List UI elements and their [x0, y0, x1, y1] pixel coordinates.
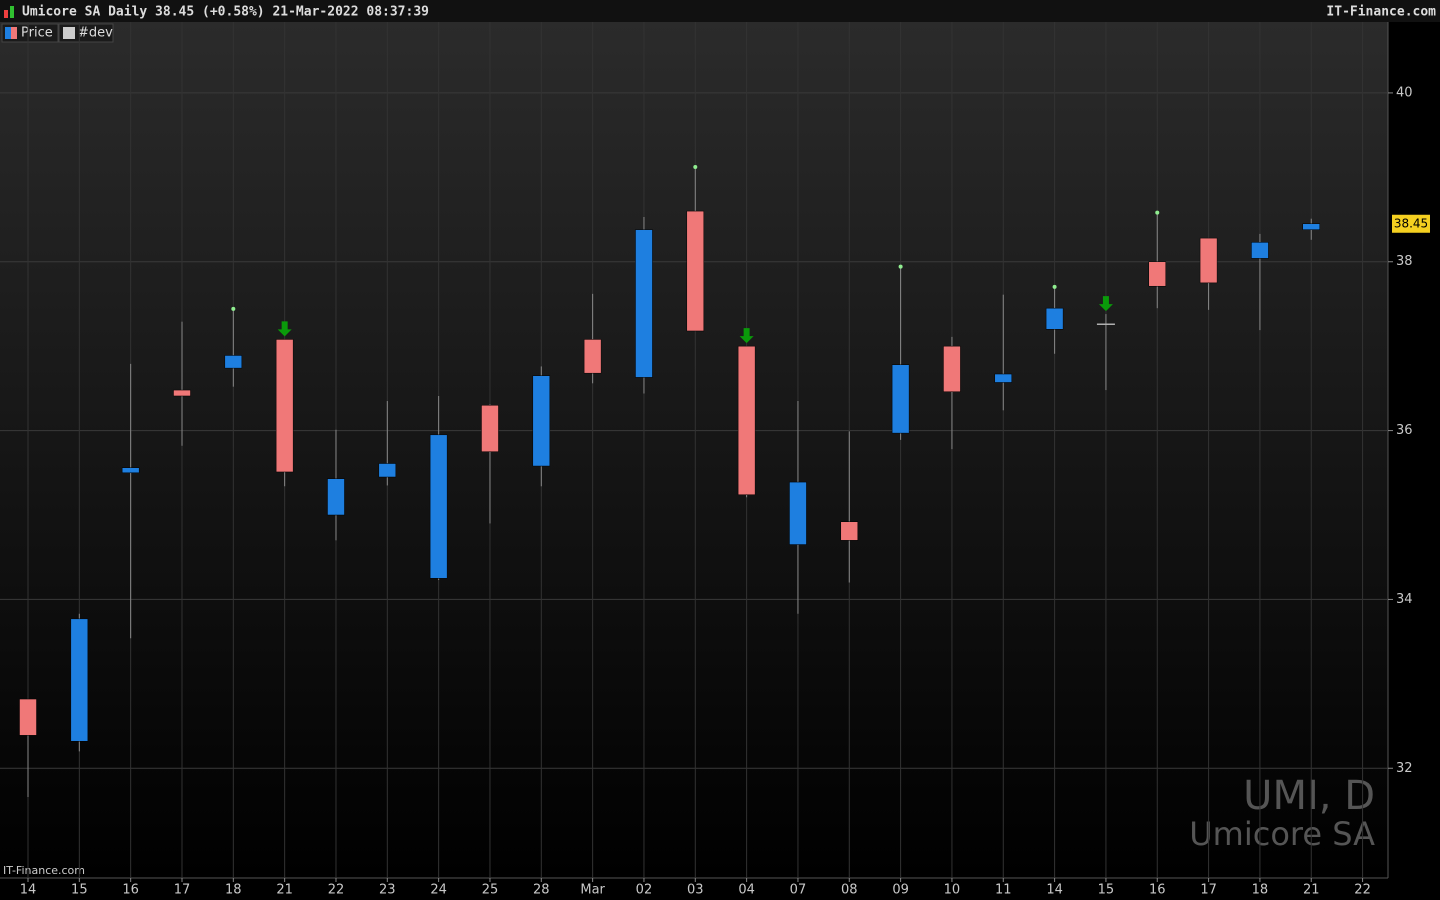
dev-arrow [1098, 296, 1113, 312]
legend-label: #dev [78, 26, 113, 41]
x-tick-label: 21 [1303, 883, 1320, 898]
footer: IT-Finance.com [3, 864, 85, 877]
price-tag-label: 38.45 [1394, 216, 1428, 230]
watermark-name: Umicore SA [1189, 815, 1375, 853]
x-tick-label: 25 [482, 883, 499, 898]
x-tick-label: 16 [1149, 883, 1166, 898]
candle-body [19, 698, 37, 736]
dev-dot [231, 306, 236, 311]
x-tick-label: 09 [892, 883, 909, 898]
dev-arrow [277, 321, 292, 337]
x-tick-label: 02 [636, 883, 653, 898]
candle-body [994, 373, 1013, 383]
x-tick-label: 17 [174, 883, 191, 898]
candle-body [481, 405, 499, 452]
x-tick-label: 04 [738, 883, 755, 898]
candle-body [1148, 261, 1167, 287]
x-tick-label: 16 [122, 883, 139, 898]
x-tick-label: Mar [580, 883, 605, 898]
candle-body [686, 210, 705, 332]
x-tick-label: 14 [1046, 883, 1063, 898]
logo [10, 6, 14, 18]
legend-swatch [11, 27, 17, 39]
y-tick-label: 32 [1396, 761, 1413, 776]
x-tick-label: 17 [1200, 883, 1217, 898]
x-tick-label: 15 [1098, 883, 1115, 898]
x-tick-label: 11 [995, 883, 1012, 898]
candle-body [173, 389, 191, 397]
x-tick-label: 08 [841, 883, 858, 898]
candle-body [840, 521, 859, 541]
candle-body [121, 467, 140, 474]
candle-body [635, 229, 653, 378]
candle-body [1251, 242, 1269, 259]
x-tick-label: 10 [944, 883, 961, 898]
candle-body [1045, 307, 1064, 330]
dev-dot [693, 165, 698, 170]
header-bar [0, 0, 1440, 22]
plot-background [0, 22, 1388, 878]
legend-label: Price [21, 26, 53, 41]
candle-body [891, 364, 910, 434]
x-tick-label: 24 [430, 883, 447, 898]
y-tick-label: 40 [1396, 85, 1413, 100]
watermark-symbol: UMI, D [1243, 773, 1375, 819]
candle-body [378, 463, 397, 478]
candle-body [583, 339, 602, 374]
x-tick-label: 22 [328, 883, 345, 898]
legend-swatch [63, 27, 75, 39]
candle-body [943, 345, 961, 393]
x-tick-label: 18 [1252, 883, 1269, 898]
x-tick-label: 28 [533, 883, 550, 898]
y-tick-label: 38 [1396, 254, 1413, 269]
dev-arrow [739, 328, 754, 344]
x-tick-label: 18 [225, 883, 242, 898]
y-tick-label: 34 [1396, 592, 1413, 607]
candle-body [789, 481, 807, 545]
candle-body [429, 434, 448, 579]
x-tick-label: 22 [1354, 883, 1371, 898]
x-tick-label: 15 [71, 883, 88, 898]
axis-background [1388, 22, 1440, 900]
title: Umicore SA Daily 38.45 (+0.58%) 21-Mar-2… [22, 5, 429, 20]
x-tick-label: 23 [379, 883, 396, 898]
candle-body [224, 355, 243, 369]
x-tick-label: 21 [276, 883, 293, 898]
x-tick-label: 07 [790, 883, 807, 898]
site-name: IT-Finance.com [1326, 5, 1436, 20]
candle-body [737, 345, 756, 495]
candle-body [275, 339, 294, 473]
candle-body [327, 478, 345, 516]
candle-body [532, 375, 551, 467]
candle-body [1199, 237, 1218, 284]
dev-dot [898, 264, 903, 269]
candle-body [1302, 223, 1320, 230]
price-tag [1392, 214, 1430, 233]
x-tick-label: 03 [687, 883, 704, 898]
logo [4, 10, 8, 18]
x-tick-label: 14 [20, 883, 37, 898]
dev-dot [1052, 284, 1057, 289]
y-tick-label: 36 [1396, 423, 1413, 438]
candle-body [70, 618, 89, 742]
legend-swatch [5, 27, 11, 39]
dev-dot [1155, 210, 1160, 215]
